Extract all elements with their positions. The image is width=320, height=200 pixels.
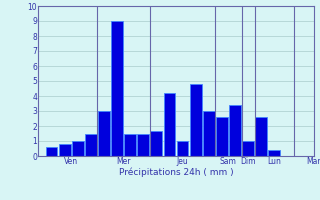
- Bar: [98, 111, 110, 156]
- Bar: [177, 141, 188, 156]
- X-axis label: Précipitations 24h ( mm ): Précipitations 24h ( mm ): [119, 168, 233, 177]
- Bar: [216, 117, 228, 156]
- Bar: [46, 147, 57, 156]
- Bar: [268, 150, 280, 156]
- Bar: [229, 105, 241, 156]
- Bar: [190, 84, 202, 156]
- Bar: [255, 117, 267, 156]
- Bar: [150, 130, 162, 156]
- Bar: [85, 134, 97, 156]
- Bar: [242, 141, 254, 156]
- Bar: [124, 134, 136, 156]
- Bar: [59, 144, 70, 156]
- Bar: [137, 134, 149, 156]
- Bar: [164, 93, 175, 156]
- Bar: [72, 141, 84, 156]
- Bar: [111, 21, 123, 156]
- Bar: [203, 111, 215, 156]
